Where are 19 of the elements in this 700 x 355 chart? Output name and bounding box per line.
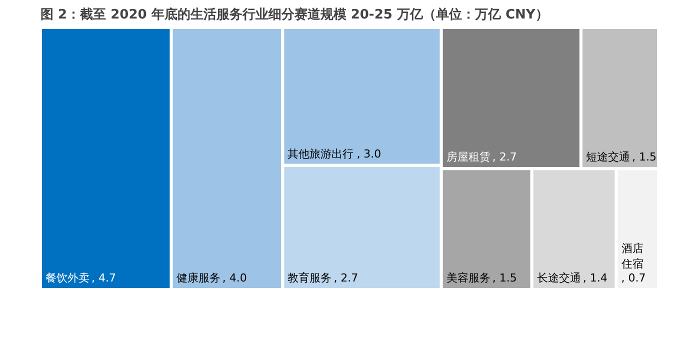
data-label: , 4.0 [222, 272, 247, 284]
data-label: , 4.7 [92, 272, 116, 284]
category-label: 短途交通 [586, 150, 630, 164]
category-label: 长途交通 [536, 272, 581, 284]
category-label: 健康服务 [176, 272, 220, 284]
category-label: 美容服务 [446, 272, 490, 284]
data-label: , 3.0 [356, 147, 382, 160]
category-label: 其他旅游出行 [288, 147, 354, 160]
data-label: , 2.7 [334, 272, 358, 284]
category-label: 餐饮外卖 [46, 272, 90, 284]
data-label: , 2.7 [492, 150, 517, 164]
category-label: 房屋租赁 [446, 150, 490, 164]
category-label: 酒店住宿 [621, 242, 644, 270]
data-label: , 1.5 [632, 150, 656, 164]
category-label: 教育服务 [288, 272, 332, 284]
data-label: , 1.5 [492, 272, 517, 284]
data-label: , 1.4 [582, 272, 608, 284]
text: 图 2：截至 2020 年底的生活服务行业细分赛道规模 20-25 万亿（单位：万亿 CNY） [40, 6, 548, 22]
data-label: , 0.7 [621, 272, 646, 284]
